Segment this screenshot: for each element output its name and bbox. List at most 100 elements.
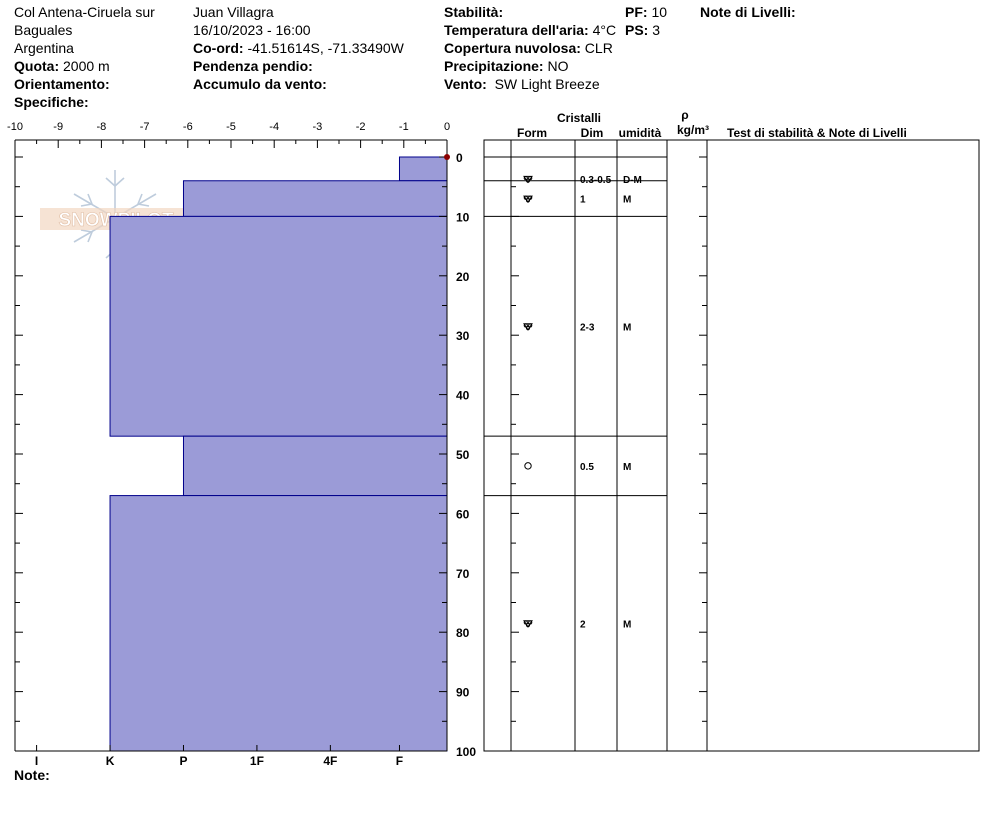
form-header: Form	[517, 126, 547, 140]
hardness-bar-3	[109, 215, 448, 437]
temp-tick-label: -10	[7, 121, 23, 133]
air-temp-value: 4°C	[592, 22, 617, 38]
crystal-dot	[528, 323, 533, 328]
location-line-1: Col Antena-Ciruela sur	[14, 4, 155, 20]
temp-tick-label: -2	[356, 121, 366, 133]
layer-moisture-2: M	[623, 195, 631, 206]
depth-tick-label: 40	[456, 389, 470, 403]
pf-row: PF: 10	[625, 4, 668, 20]
observation-datetime: 16/10/2023 - 16:00	[193, 22, 311, 38]
depth-tick-label: 10	[456, 210, 470, 224]
layer-moisture-4: M	[623, 462, 631, 473]
layer-size-2: 1	[580, 195, 586, 206]
temp-tick-label: -9	[53, 121, 63, 133]
aspect-row: Orientamento:	[14, 76, 110, 92]
layer-moisture-3: M	[623, 322, 631, 333]
coords-value: -41.51614S, -71.33490W	[247, 40, 404, 56]
layer-size-4: 0.5	[580, 462, 594, 473]
crystal-dot	[528, 195, 533, 200]
density-rho-header: ρ	[681, 108, 688, 122]
crystal-dot	[523, 195, 528, 200]
depth-tick-label: 90	[456, 686, 470, 700]
crystal-dot	[523, 175, 528, 181]
crystal-dot	[523, 620, 528, 625]
stability-row: Stabilità:	[444, 4, 504, 20]
sky-value: CLR	[584, 40, 613, 56]
crystal-dot	[525, 178, 531, 183]
snow-temp-point	[444, 154, 450, 160]
precip-row: Precipitazione: NO	[444, 58, 569, 74]
faceted-rounded-crystal-icon	[523, 195, 533, 203]
precip-value: NO	[547, 58, 569, 74]
depth-tick-label: 50	[456, 448, 470, 462]
wind-value: SW Light Breeze	[494, 76, 600, 92]
stability-tests-header: Test di stabilità & Note di Livelli	[727, 126, 907, 140]
hardness-bar-2	[182, 180, 448, 217]
depth-tick-label: 80	[456, 626, 470, 640]
layer-size-1: 0.3-0.5	[580, 175, 612, 186]
temp-tick-label: -1	[399, 121, 409, 133]
layer-notes-header: Note di Livelli:	[700, 4, 796, 20]
depth-tick-label: 30	[456, 329, 470, 343]
size-header: Dim	[581, 126, 604, 140]
hardness-bar-5	[109, 495, 448, 752]
faceted-rounded-crystal-icon	[523, 323, 533, 331]
temp-tick-label: -8	[97, 121, 107, 133]
hardness-label: P	[179, 754, 187, 768]
observer-name: Juan Villagra	[193, 4, 274, 20]
ps-row: PS: 3	[625, 22, 661, 38]
faceted-rounded-crystal-icon	[523, 620, 533, 628]
temp-tick-label: -7	[140, 121, 150, 133]
crystal-dot	[525, 325, 531, 331]
layer-moisture-1: D-M	[623, 175, 642, 186]
moisture-header: umidità	[619, 126, 662, 140]
location-block: Col Antena-Ciruela sur Baguales Argentin…	[14, 3, 155, 111]
depth-tick-label: 100	[456, 745, 476, 759]
hardness-label: I	[35, 754, 38, 768]
crystal-dot	[525, 622, 531, 628]
depth-tick-label: 70	[456, 567, 470, 581]
pf-value: 10	[651, 4, 668, 20]
temp-tick-label: 0	[444, 121, 450, 133]
notes-label: Note:	[14, 767, 50, 783]
crystal-dot	[523, 323, 528, 328]
hardness-label: F	[396, 754, 403, 768]
slope-row: Pendenza pendio:	[193, 58, 313, 74]
temp-tick-label: -5	[226, 121, 236, 133]
sky-row: Copertura nuvolosa: CLR	[444, 40, 613, 56]
hardness-label: 4F	[323, 754, 337, 768]
hardness-label: 1F	[250, 754, 264, 768]
elevation-value: 2000 m	[63, 58, 110, 74]
observer-block: Juan Villagra 16/10/2023 - 16:00 Co-ord:…	[193, 3, 404, 93]
elevation-row: Quota: 2000 m	[14, 58, 110, 74]
location-line-3: Argentina	[14, 40, 74, 56]
layer-moisture-5: M	[623, 619, 631, 630]
temp-tick-label: -6	[183, 121, 193, 133]
melt-freeze-crystal-icon	[524, 462, 532, 470]
hardness-bar-1	[398, 156, 448, 182]
specifics-row: Specifiche:	[14, 94, 89, 110]
hardness-label: K	[106, 754, 115, 768]
air-temp-row: Temperatura dell'aria: 4°C	[444, 22, 617, 38]
location-line-2: Baguales	[14, 22, 73, 38]
ps-value: 3	[652, 22, 661, 38]
depth-tick-label: 60	[456, 507, 470, 521]
temp-tick-label: -4	[269, 121, 279, 133]
density-unit-header: kg/m³	[677, 123, 709, 137]
layer-table-frame	[483, 139, 980, 752]
crystal-circle	[524, 462, 532, 470]
coords-row: Co-ord: -41.51614S, -71.33490W	[193, 40, 404, 56]
temp-tick-label: -3	[313, 121, 323, 133]
wind-row: Vento: SW Light Breeze	[444, 76, 600, 92]
hardness-bar-4	[182, 435, 448, 497]
wind-loading-row: Accumulo da vento:	[193, 76, 327, 92]
depth-tick-label: 20	[456, 270, 470, 284]
crystal-dot	[525, 198, 531, 203]
conditions-block: Stabilità: Temperatura dell'aria: 4°C Co…	[444, 3, 616, 93]
layer-size-5: 2	[580, 619, 586, 630]
crystal-dot	[528, 175, 533, 181]
crystal-dot	[528, 620, 533, 625]
faceted-rounded-crystal-icon	[523, 175, 533, 184]
depth-tick-label: 0	[456, 151, 463, 165]
